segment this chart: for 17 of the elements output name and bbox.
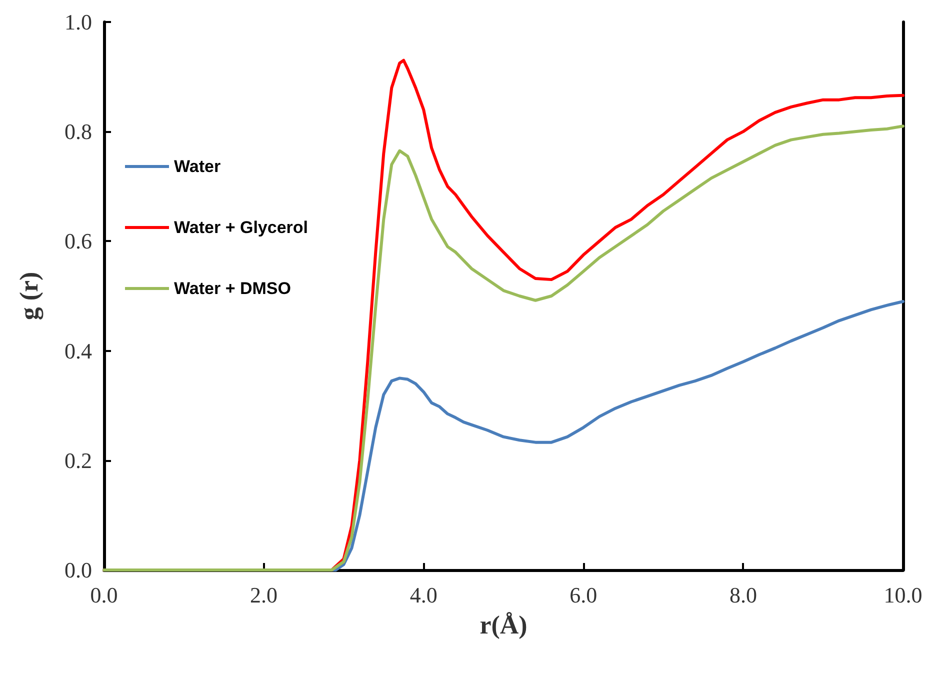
x-tick-label: 0.0 bbox=[90, 582, 118, 608]
y-tick-label: 0.2 bbox=[64, 448, 92, 473]
x-tick-label: 2.0 bbox=[250, 582, 278, 608]
y-tick-label: 0.8 bbox=[64, 119, 92, 144]
legend-label: Water + DMSO bbox=[174, 279, 291, 298]
x-tick-label: 6.0 bbox=[570, 582, 598, 608]
y-tick-label: 0.4 bbox=[64, 338, 92, 364]
y-tick-label: 0.0 bbox=[64, 558, 92, 582]
y-tick-label: 0.6 bbox=[64, 228, 92, 254]
legend-label: Water + Glycerol bbox=[174, 218, 308, 237]
y-axis-title: g (r) bbox=[14, 272, 44, 320]
y-tick-label: 1.0 bbox=[64, 10, 92, 34]
x-tick-label: 8.0 bbox=[729, 582, 757, 608]
x-axis-title: r(Å) bbox=[480, 610, 528, 640]
legend-label: Water bbox=[174, 157, 221, 176]
x-tick-label: 4.0 bbox=[410, 582, 438, 608]
x-tick-label: 10.0 bbox=[884, 582, 922, 608]
